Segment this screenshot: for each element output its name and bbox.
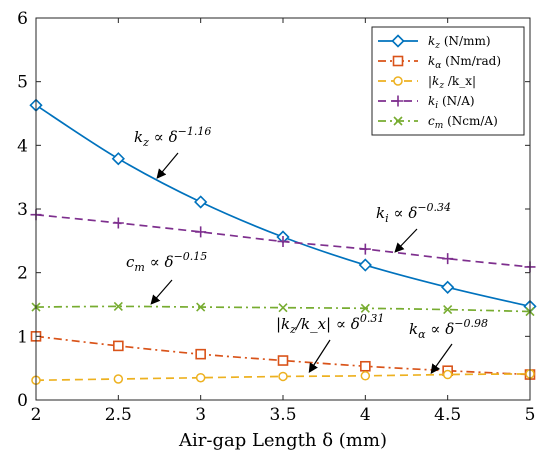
annotation: kα ∝ δ−0.98 bbox=[409, 317, 488, 374]
data-point bbox=[442, 369, 453, 380]
annotation-text: |kz/k_x| ∝ δ0.31 bbox=[276, 312, 384, 336]
data-point bbox=[194, 195, 208, 209]
data-point bbox=[113, 374, 124, 384]
legend-item: cm (Ncm/A) bbox=[378, 114, 498, 131]
annotation-arrow bbox=[394, 228, 418, 253]
x-tick-label: 3.5 bbox=[269, 405, 296, 425]
x-tick-label: 2.5 bbox=[105, 405, 132, 425]
data-point bbox=[113, 301, 123, 311]
annotation-text: ki ∝ δ−0.34 bbox=[376, 201, 451, 225]
data-point bbox=[113, 340, 124, 352]
data-point bbox=[360, 303, 370, 313]
x-axis-label: Air-gap Length δ (mm) bbox=[178, 430, 387, 451]
axes-layer: 2 2.5 3 3.5 4 4.5 5 0 1 2 3 4 5 6 bbox=[17, 9, 535, 425]
data-point bbox=[443, 305, 453, 315]
y-tick-label: 4 bbox=[17, 136, 28, 156]
y-tick-label: 6 bbox=[17, 9, 28, 29]
annotation-arrow bbox=[430, 343, 453, 374]
legend-marker bbox=[393, 76, 403, 86]
data-point bbox=[278, 303, 288, 313]
data-point bbox=[442, 253, 454, 265]
x-tick-label: 3 bbox=[195, 405, 206, 425]
annotation: ki ∝ δ−0.34 bbox=[376, 201, 451, 253]
y-tick-label: 3 bbox=[17, 200, 28, 220]
data-point bbox=[195, 372, 206, 383]
x-tick-label: 4.5 bbox=[434, 405, 461, 425]
data-point bbox=[359, 243, 371, 255]
series-layer bbox=[29, 98, 537, 386]
y-tick-label: 2 bbox=[17, 264, 28, 284]
legend-marker bbox=[392, 55, 404, 67]
legend-label: |kz /k_x| bbox=[428, 74, 476, 91]
x-tick-label: 5 bbox=[525, 405, 536, 425]
legend-marker bbox=[393, 116, 403, 126]
annotation-arrow bbox=[156, 152, 179, 179]
x-tick-label: 2 bbox=[31, 405, 42, 425]
data-point bbox=[277, 355, 289, 366]
data-point bbox=[195, 348, 206, 360]
data-point bbox=[360, 360, 371, 372]
annotation: kz ∝ δ−1.16 bbox=[134, 125, 211, 179]
data-point bbox=[196, 302, 206, 312]
annotation-text: kα ∝ δ−0.98 bbox=[409, 317, 488, 341]
annotation-arrow bbox=[150, 279, 173, 305]
data-point bbox=[277, 235, 289, 247]
series-3 bbox=[30, 209, 536, 273]
annotation-text: cm ∝ δ−0.15 bbox=[126, 250, 207, 274]
data-point bbox=[360, 371, 371, 381]
legend-item: kα (Nm/rad) bbox=[378, 54, 501, 71]
legend-label: kα (Nm/rad) bbox=[428, 54, 501, 71]
y-tick-label: 1 bbox=[17, 327, 28, 347]
legend-label: kz (N/mm) bbox=[428, 34, 491, 51]
annotation-arrow bbox=[308, 339, 331, 374]
legend-item: ki (N/A) bbox=[378, 94, 475, 111]
x-tick-label: 4 bbox=[360, 405, 371, 425]
legend-item: |kz /k_x| bbox=[378, 74, 476, 91]
data-point bbox=[278, 371, 288, 382]
legend-label: ki (N/A) bbox=[428, 94, 475, 111]
annotation: cm ∝ δ−0.15 bbox=[126, 250, 207, 305]
data-point bbox=[195, 226, 207, 238]
annotation-text: kz ∝ δ−1.16 bbox=[134, 125, 211, 149]
annotation: |kz/k_x| ∝ δ0.31 bbox=[276, 312, 384, 374]
data-point bbox=[112, 217, 124, 229]
annotation-layer: kz ∝ δ−1.16 ki ∝ δ−0.34 cm ∝ δ−0.15 |kz/k_x… bbox=[126, 125, 488, 374]
legend-label: cm (Ncm/A) bbox=[428, 114, 498, 131]
legend-item: kz (N/mm) bbox=[378, 34, 491, 51]
data-point bbox=[111, 152, 125, 166]
y-tick-label: 5 bbox=[17, 73, 28, 93]
data-point bbox=[358, 258, 372, 272]
y-tick-label: 0 bbox=[17, 391, 28, 411]
legend-marker bbox=[391, 34, 405, 48]
legend-marker bbox=[392, 95, 404, 107]
series-2 bbox=[31, 369, 535, 386]
data-point bbox=[441, 280, 455, 294]
legend: kz (N/mm) kα (Nm/rad) |kz /k_x|ki (N/A) cm … bbox=[371, 26, 525, 136]
